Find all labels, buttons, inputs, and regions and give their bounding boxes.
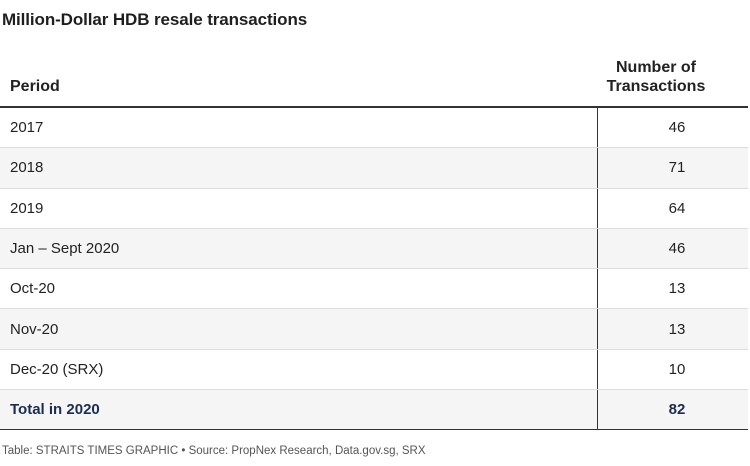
cell-period: 2019 [0,188,598,228]
cell-count: 46 [668,240,686,258]
cell-period: Jan – Sept 2020 [0,228,598,269]
total-count: 82 [668,401,686,419]
cell-period: Oct-20 [0,269,598,309]
total-label: Total in 2020 [0,390,598,430]
cell-period: Nov-20 [0,309,598,349]
table-row: Dec-20 (SRX) 10 [0,349,748,391]
table-row: Nov-20 13 [0,309,748,350]
table-row: 2017 46 [0,108,748,149]
cell-count: 13 [668,320,686,338]
table-row: Oct-20 13 [0,269,748,310]
cell-count: 10 [668,360,686,378]
header-period: Period [10,78,60,95]
table-row: 2018 71 [0,148,748,189]
cell-count: 13 [668,280,686,298]
source-credit: Table: STRAITS TIMES GRAPHIC • Source: P… [2,445,426,457]
cell-count: 46 [668,119,686,137]
cell-period: 2017 [0,108,598,148]
cell-count: 64 [668,199,686,217]
table-title: Million-Dollar HDB resale transactions [2,10,308,29]
total-row: Total in 2020 82 [0,390,748,431]
table-row: Jan – Sept 2020 46 [0,228,748,270]
header-number-of-transactions: Number of Transactions [606,59,706,95]
cell-period: 2018 [0,148,598,188]
transactions-table: Period Number of Transactions 2017 46 201… [0,52,748,431]
cell-period: Dec-20 (SRX) [0,349,598,390]
table-row: 2019 64 [0,188,748,229]
cell-count: 71 [668,159,686,177]
table-header: Period Number of Transactions [0,52,748,108]
